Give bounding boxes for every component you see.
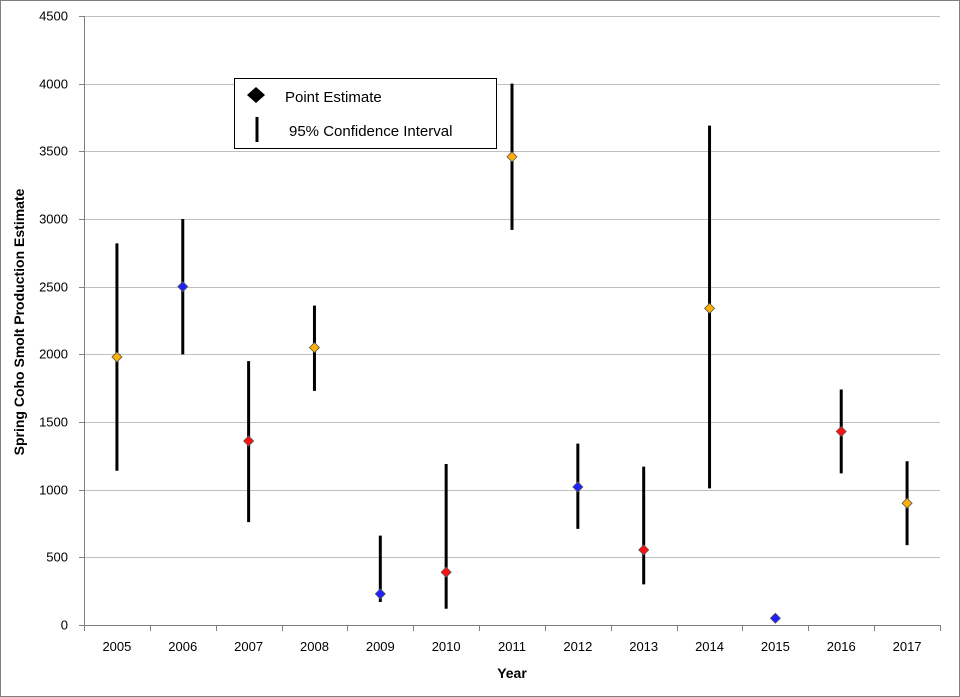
legend-point-icon [247, 87, 265, 103]
y-tick-label: 4500 [39, 9, 68, 24]
point-estimate-2016 [835, 425, 847, 438]
legend-box [234, 78, 497, 149]
x-tick-label: 2011 [498, 639, 526, 654]
axes [79, 16, 941, 631]
point-estimate-2007 [243, 435, 255, 447]
y-tick-label: 1000 [39, 483, 68, 498]
point-estimate-2009 [374, 588, 386, 600]
y-tick-label: 1500 [39, 415, 68, 430]
x-tick-label: 2005 [102, 639, 131, 654]
x-tick-label: 2009 [366, 639, 395, 654]
x-tick-labels: 2005 2006 2007 2008 2009 2010 2011 2012 2013 2014… [102, 639, 921, 654]
x-tick-label: 2010 [432, 639, 461, 654]
x-tick-label: 2013 [629, 639, 658, 654]
point-estimate-2017 [901, 497, 913, 509]
point-estimate-2013 [638, 544, 650, 556]
y-tick-label: 3000 [39, 212, 68, 227]
point-estimate-2014 [703, 302, 716, 314]
y-tick-label: 500 [46, 550, 68, 565]
y-tick-label: 3500 [39, 144, 68, 159]
point-estimate-2012 [572, 481, 584, 493]
y-axis-title: Spring Coho Smolt Production Estimate [11, 188, 27, 455]
y-tick-label: 4000 [39, 77, 68, 92]
x-tick-label: 2012 [563, 639, 592, 654]
y-tick-label: 2000 [39, 347, 68, 362]
y-tick-label: 2500 [39, 280, 68, 295]
x-tick-label: 2006 [168, 639, 197, 654]
legend-ci-label: 95% Confidence Interval [289, 123, 452, 140]
point-estimates [111, 151, 913, 624]
x-tick-label: 2016 [827, 639, 856, 654]
legend-point-label: Point Estimate [285, 89, 382, 106]
x-tick-label: 2015 [761, 639, 790, 654]
x-tick-label: 2017 [893, 639, 922, 654]
point-estimate-2006 [177, 281, 189, 293]
y-tick-label: 0 [61, 618, 68, 633]
legend: Point Estimate 95% Confidence Interval [234, 78, 497, 149]
point-estimate-2011 [506, 151, 518, 163]
point-estimate-2015 [769, 612, 781, 624]
x-axis-title: Year [497, 665, 527, 681]
point-estimate-2008 [308, 342, 321, 354]
x-tick-label: 2008 [300, 639, 329, 654]
y-tick-labels: 0 500 1000 1500 2000 2500 3000 3500 4000 4500 [39, 9, 68, 633]
x-tick-label: 2014 [695, 639, 724, 654]
x-tick-label: 2007 [234, 639, 263, 654]
point-estimate-2005 [111, 351, 123, 363]
point-estimate-2010 [440, 566, 452, 578]
